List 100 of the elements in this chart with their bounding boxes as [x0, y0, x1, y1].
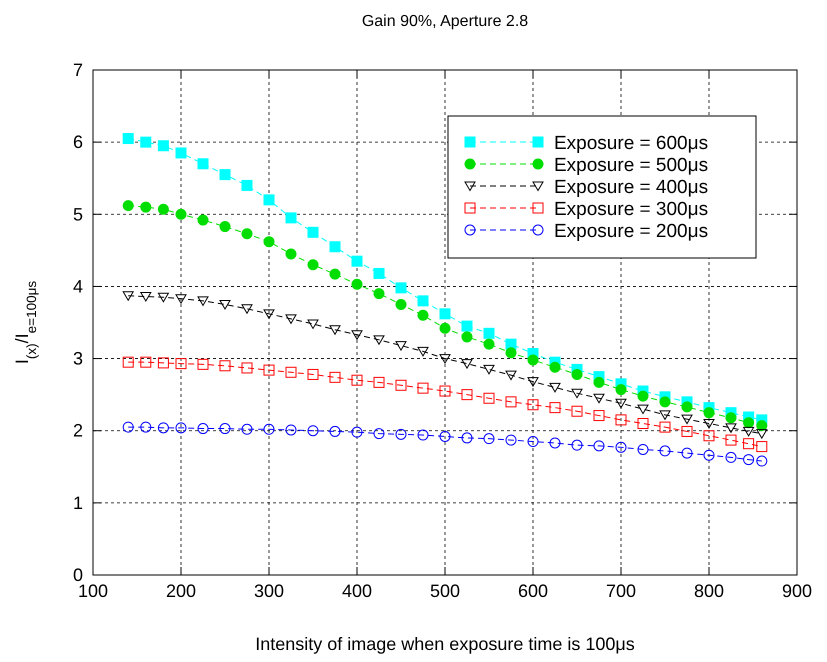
x-tick-label: 500: [430, 581, 460, 601]
point: [308, 226, 318, 238]
point: [528, 436, 538, 448]
point: [726, 434, 736, 446]
point: [682, 426, 692, 437]
point: [140, 422, 152, 433]
point: [550, 437, 560, 448]
point: [462, 331, 472, 342]
point: [462, 320, 472, 332]
y-tick-label: 7: [72, 60, 83, 80]
point: [484, 433, 494, 444]
point: [374, 288, 384, 300]
point: [506, 338, 516, 350]
point: [440, 322, 450, 334]
point: [440, 354, 450, 364]
point: [506, 347, 516, 358]
point: [616, 442, 626, 453]
point: [122, 422, 134, 433]
point: [616, 384, 626, 396]
point: [286, 248, 296, 260]
point: [352, 256, 362, 267]
point: [638, 404, 648, 414]
point: [396, 428, 406, 440]
point: [242, 228, 252, 240]
point: [743, 438, 754, 450]
point: [396, 282, 406, 294]
point: [176, 358, 186, 370]
point: [176, 147, 186, 158]
point: [122, 200, 134, 212]
point: [743, 454, 754, 466]
point: [528, 377, 538, 387]
point: [352, 278, 362, 290]
point: [330, 372, 340, 383]
point: [220, 360, 230, 372]
point: [594, 394, 604, 404]
x-tick-label: 400: [342, 581, 372, 601]
point: [122, 356, 134, 368]
x-tick-label: 800: [694, 581, 724, 601]
point: [264, 424, 274, 435]
point: [528, 354, 538, 366]
point: [176, 208, 186, 220]
point: [726, 423, 736, 433]
point: [418, 346, 428, 356]
point: [484, 364, 494, 374]
point: [616, 398, 626, 408]
point: [704, 419, 714, 428]
point: [660, 396, 670, 408]
point: [158, 422, 169, 434]
y-tick-label: 4: [72, 276, 83, 296]
point: [122, 133, 134, 144]
point: [572, 368, 582, 380]
point: [330, 426, 340, 437]
point: [220, 300, 230, 310]
point: [418, 310, 428, 321]
y-tick-label: 6: [72, 132, 83, 152]
y-tick-label: 1: [72, 492, 83, 513]
point: [660, 410, 670, 420]
point: [176, 294, 186, 304]
point: [756, 420, 768, 432]
point: [484, 392, 494, 404]
legend-label: Exposure = 400μs: [554, 177, 708, 198]
x-tick-label: 700: [606, 581, 636, 601]
point: [462, 432, 472, 444]
point: [440, 430, 450, 442]
point: [704, 450, 714, 461]
point: [158, 140, 169, 152]
point: [594, 376, 604, 388]
legend-label: Exposure = 600μs: [554, 133, 708, 154]
point: [308, 319, 318, 329]
legend-label: Exposure = 200μs: [554, 221, 708, 242]
point: [638, 418, 648, 429]
point: [352, 330, 362, 340]
point: [660, 445, 670, 456]
point: [726, 412, 736, 424]
point: [550, 402, 560, 414]
point: [660, 422, 670, 433]
point: [264, 364, 274, 376]
point: [484, 328, 494, 339]
point: [158, 357, 169, 368]
point: [286, 314, 296, 324]
point: [440, 308, 450, 320]
point: [572, 440, 582, 451]
point: [308, 259, 318, 270]
y-tick-label: 2: [72, 420, 83, 441]
point: [550, 382, 560, 392]
point: [158, 292, 169, 302]
point: [220, 423, 230, 434]
point: [330, 268, 340, 280]
point: [198, 358, 208, 370]
y-tick-label: 3: [72, 348, 83, 369]
point: [198, 296, 208, 306]
point: [264, 194, 274, 206]
point: [122, 291, 134, 301]
point: [743, 417, 754, 428]
point: [506, 370, 516, 380]
point: [550, 362, 560, 373]
point: [506, 434, 516, 446]
point: [264, 309, 274, 319]
point: [352, 426, 362, 438]
legend-label: Exposure = 300μs: [554, 199, 708, 220]
